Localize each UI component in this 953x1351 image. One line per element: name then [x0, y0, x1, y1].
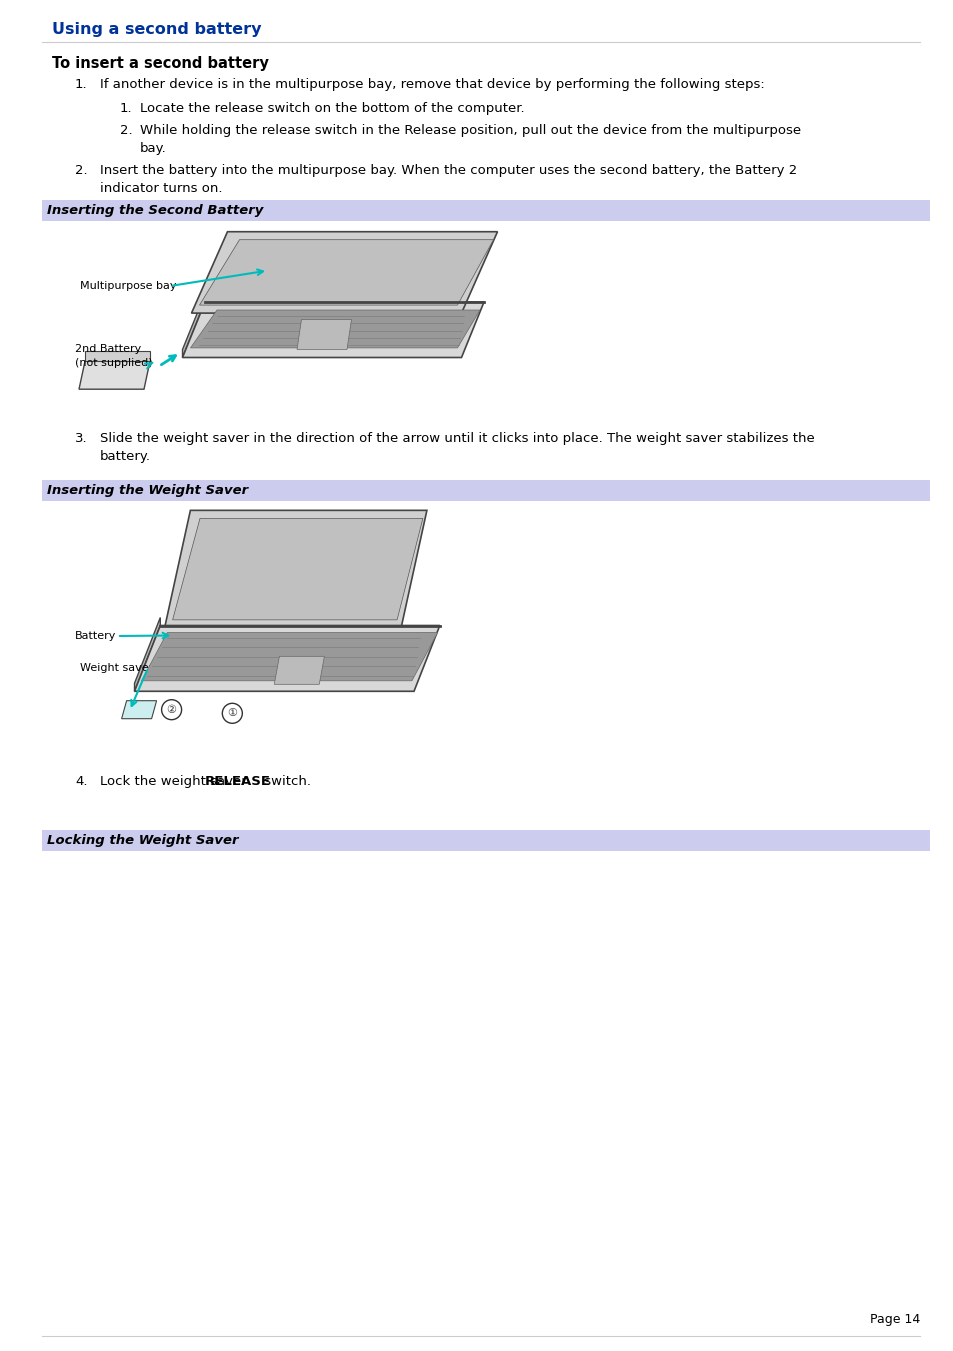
Polygon shape — [192, 232, 497, 313]
Text: Multipurpose bay: Multipurpose bay — [80, 281, 176, 290]
Text: Inserting the Weight Saver: Inserting the Weight Saver — [47, 484, 248, 497]
Polygon shape — [134, 617, 160, 692]
Bar — [42, 200, 929, 222]
Polygon shape — [172, 519, 422, 620]
Text: If another device is in the multipurpose bay, remove that device by performing t: If another device is in the multipurpose… — [100, 78, 764, 91]
Polygon shape — [296, 319, 351, 350]
Polygon shape — [165, 511, 426, 628]
Text: To insert a second battery: To insert a second battery — [52, 55, 269, 72]
Text: Inserting the Second Battery: Inserting the Second Battery — [47, 204, 263, 218]
Text: Using a second battery: Using a second battery — [52, 22, 261, 36]
Text: Slide the weight saver in the direction of the arrow until it clicks into place.: Slide the weight saver in the direction … — [100, 432, 814, 463]
Polygon shape — [182, 295, 205, 358]
Text: Lock the weight saver: Lock the weight saver — [100, 775, 251, 788]
Text: 2.: 2. — [75, 163, 88, 177]
Text: Battery: Battery — [75, 631, 116, 640]
Text: Insert the battery into the multipurpose bay. When the computer uses the second : Insert the battery into the multipurpose… — [100, 163, 797, 195]
Polygon shape — [79, 361, 150, 389]
Text: ②: ② — [167, 705, 176, 715]
Bar — [42, 480, 929, 501]
Polygon shape — [274, 657, 324, 685]
Text: 2.: 2. — [120, 124, 132, 136]
Polygon shape — [182, 303, 483, 358]
Text: switch.: switch. — [260, 775, 311, 788]
Polygon shape — [121, 701, 156, 719]
Polygon shape — [199, 239, 493, 305]
Text: 1.: 1. — [120, 101, 132, 115]
Text: RELEASE: RELEASE — [205, 775, 271, 788]
Text: 2nd Battery
(not supplied): 2nd Battery (not supplied) — [75, 345, 152, 367]
Text: ①: ① — [227, 708, 237, 719]
Circle shape — [222, 704, 242, 723]
Polygon shape — [134, 626, 439, 692]
Text: Locking the Weight Saver: Locking the Weight Saver — [47, 834, 238, 847]
Text: While holding the release switch in the Release position, pull out the device fr: While holding the release switch in the … — [140, 124, 801, 155]
Text: 4.: 4. — [75, 775, 88, 788]
Text: Locate the release switch on the bottom of the computer.: Locate the release switch on the bottom … — [140, 101, 524, 115]
Text: Page 14: Page 14 — [869, 1313, 919, 1325]
Circle shape — [161, 700, 181, 720]
Polygon shape — [141, 632, 437, 681]
Polygon shape — [85, 351, 150, 361]
Text: Weight saver: Weight saver — [80, 663, 153, 673]
Text: 3.: 3. — [75, 432, 88, 444]
Polygon shape — [191, 309, 479, 349]
Text: 1.: 1. — [75, 78, 88, 91]
Bar — [42, 830, 929, 851]
